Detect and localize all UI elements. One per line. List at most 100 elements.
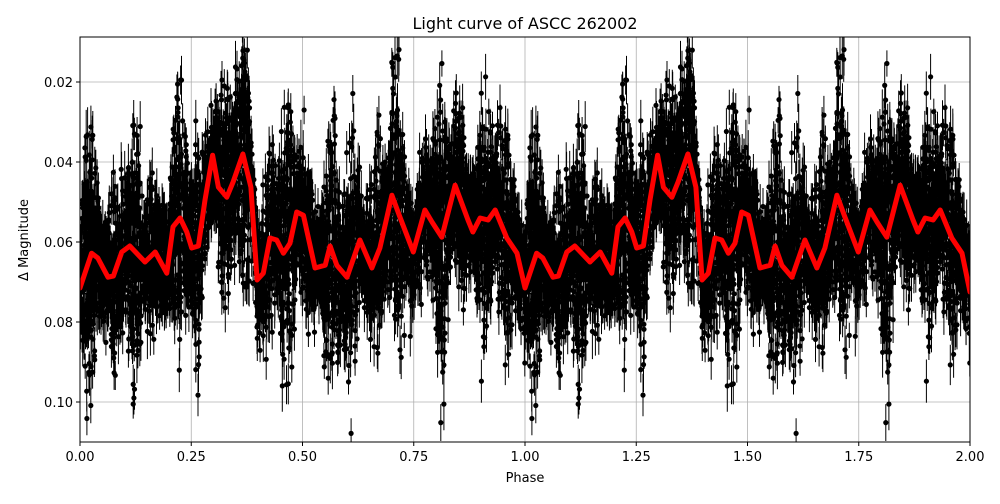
- data-point: [583, 124, 588, 129]
- data-point: [229, 257, 234, 262]
- data-point: [817, 169, 822, 174]
- data-point: [835, 60, 840, 65]
- data-point: [333, 219, 338, 224]
- data-point: [540, 180, 545, 185]
- data-point: [495, 123, 500, 128]
- data-point: [640, 393, 645, 398]
- data-point: [602, 313, 607, 318]
- data-point: [280, 300, 285, 305]
- data-point: [886, 284, 891, 289]
- data-point: [622, 368, 627, 373]
- data-point: [436, 121, 441, 126]
- data-point: [177, 337, 182, 342]
- data-point: [336, 214, 341, 219]
- data-point: [897, 150, 902, 155]
- data-point: [487, 245, 492, 250]
- data-point: [95, 180, 100, 185]
- data-point: [729, 130, 734, 135]
- data-point: [935, 270, 940, 275]
- data-point: [794, 431, 799, 436]
- data-point: [284, 130, 289, 135]
- data-point: [769, 173, 774, 178]
- data-point: [941, 130, 946, 135]
- data-point: [595, 170, 600, 175]
- data-point: [452, 150, 457, 155]
- data-point: [235, 121, 240, 126]
- data-point: [479, 91, 484, 96]
- data-point: [747, 268, 752, 273]
- data-point: [530, 132, 535, 137]
- data-point: [700, 336, 705, 341]
- data-point: [753, 180, 758, 185]
- data-point: [733, 120, 738, 125]
- data-point: [885, 128, 890, 133]
- data-point: [841, 47, 846, 52]
- data-point: [510, 300, 515, 305]
- data-point: [132, 387, 137, 392]
- data-point: [948, 362, 953, 367]
- data-point: [289, 364, 294, 369]
- data-point: [394, 223, 399, 228]
- data-point: [929, 306, 934, 311]
- data-point: [308, 180, 313, 185]
- data-point: [715, 330, 720, 335]
- data-point: [905, 105, 910, 110]
- data-point: [700, 322, 705, 327]
- data-point: [195, 393, 200, 398]
- data-point: [576, 123, 581, 128]
- data-point: [477, 133, 482, 138]
- data-point: [288, 120, 293, 125]
- data-point: [881, 121, 886, 126]
- data-point: [260, 182, 265, 187]
- data-point: [727, 150, 732, 155]
- data-point: [717, 292, 722, 297]
- data-point: [904, 278, 909, 283]
- data-point: [757, 330, 762, 335]
- data-point: [593, 177, 598, 182]
- data-point: [91, 313, 96, 318]
- data-point: [508, 323, 513, 328]
- data-point: [940, 123, 945, 128]
- data-point: [769, 305, 774, 310]
- data-point: [102, 315, 107, 320]
- data-point: [396, 47, 401, 52]
- data-point: [372, 169, 377, 174]
- data-point: [839, 223, 844, 228]
- data-point: [822, 301, 827, 306]
- data-point: [859, 262, 864, 267]
- data-point: [125, 185, 130, 190]
- data-point: [791, 363, 796, 368]
- data-point: [844, 355, 849, 360]
- data-point: [922, 133, 927, 138]
- data-point: [399, 355, 404, 360]
- data-point: [576, 395, 581, 400]
- data-point: [442, 350, 447, 355]
- data-point: [317, 220, 322, 225]
- data-point: [724, 308, 729, 313]
- data-point: [373, 155, 378, 160]
- data-point: [240, 27, 245, 32]
- data-point: [623, 262, 628, 267]
- data-point: [781, 214, 786, 219]
- data-point: [839, 113, 844, 118]
- data-point: [933, 280, 938, 285]
- data-point: [883, 199, 888, 204]
- data-point: [176, 105, 181, 110]
- data-point: [854, 303, 859, 308]
- data-point: [579, 152, 584, 157]
- data-point: [419, 269, 424, 274]
- data-point: [324, 305, 329, 310]
- data-point: [502, 171, 507, 176]
- data-point: [626, 206, 631, 211]
- data-point: [272, 301, 277, 306]
- data-point: [222, 145, 227, 150]
- data-point: [547, 315, 552, 320]
- data-point: [264, 193, 269, 198]
- data-point: [694, 152, 699, 157]
- data-point: [785, 313, 790, 318]
- data-point: [330, 341, 335, 346]
- data-point: [346, 363, 351, 368]
- data-point: [371, 223, 376, 228]
- data-point: [692, 105, 697, 110]
- data-point: [638, 367, 643, 372]
